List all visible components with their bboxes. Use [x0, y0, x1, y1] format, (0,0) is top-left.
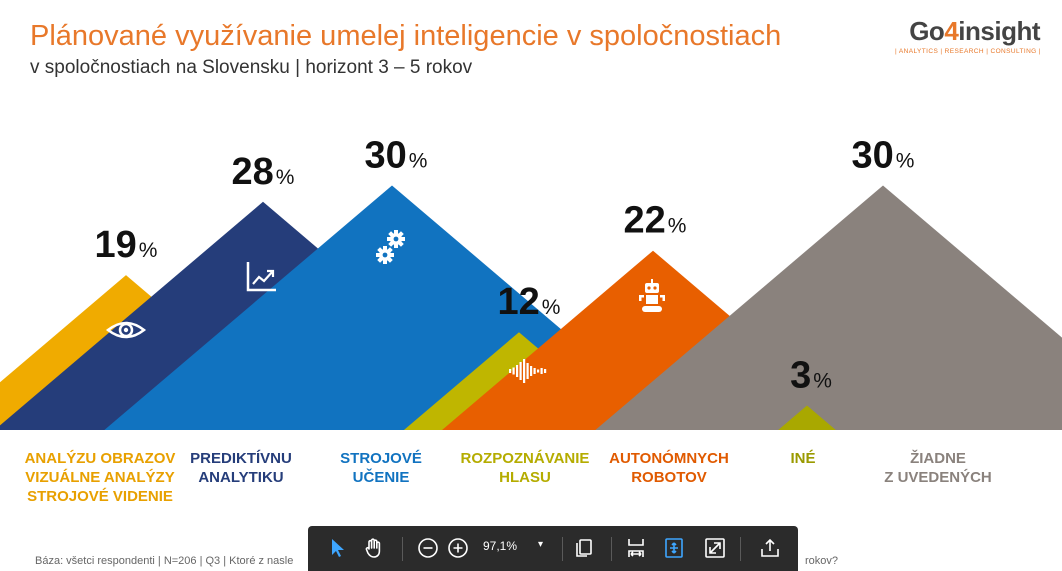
hand-tool-icon[interactable] [360, 534, 388, 562]
pdf-toolbar: 97,1% ▾ [308, 526, 798, 571]
eye-icon [105, 321, 147, 339]
value-label-6: 3% [790, 355, 832, 397]
category-label-1: ANALÝZU OBRAZOV VIZUÁLNE ANALÝZY STROJOVÉ … [25, 449, 176, 505]
category-label-6: INÉ [790, 450, 815, 467]
copy-pages-icon[interactable] [570, 534, 598, 562]
zoom-in-icon[interactable] [444, 534, 472, 562]
triangle-chart: 19% 28% 30% 12% 22% 3% 30% ANALÝZU OBRAZOV VIZUÁ… [0, 135, 1062, 505]
footnote-end: rokov? [805, 555, 839, 567]
gears-icon [376, 230, 405, 264]
value-label-4: 12% [498, 281, 561, 323]
triangle-bar-7 [595, 185, 1062, 430]
zoom-out-icon[interactable] [414, 534, 442, 562]
value-label-7: 30% [852, 135, 915, 177]
value-label-1: 19% [95, 224, 158, 266]
category-label-3: STROJOVÉ UČENIE [340, 450, 422, 486]
value-label-2: 28% [232, 151, 295, 193]
fit-width-icon[interactable] [622, 534, 650, 562]
category-label-2: PREDIKTÍVNU ANALYTIKU [190, 450, 292, 486]
fit-page-icon[interactable] [660, 534, 688, 562]
zoom-dropdown-caret[interactable]: ▾ [538, 539, 544, 550]
logo-tagline: | ANALYTICS | RESEARCH | CONSULTING | [895, 48, 1041, 55]
robot-icon [639, 279, 665, 312]
page-title: Plánované využívanie umelej inteligencie… [30, 20, 782, 52]
fullscreen-icon[interactable] [701, 534, 729, 562]
toolbar-separator [562, 537, 563, 561]
trend-chart-icon [246, 262, 276, 292]
triangle-bar-6 [778, 405, 836, 430]
category-label-5: AUTONÓMNYCH ROBOTOV [609, 449, 729, 486]
soundwave-icon [509, 359, 547, 383]
select-tool-icon[interactable] [324, 534, 352, 562]
logo: Go4insight | ANALYTICS | RESEARCH | CONS… [895, 16, 1041, 55]
value-label-3: 30% [365, 135, 428, 177]
value-label-5: 22% [624, 200, 687, 242]
footnote: Báza: všetci respondenti | N=206 | Q3 | … [35, 555, 294, 567]
page-subtitle: v spoločnostiach na Slovensku | horizont… [30, 57, 473, 78]
toolbar-separator [402, 537, 403, 561]
zoom-level[interactable]: 97,1% [483, 539, 518, 553]
share-icon[interactable] [756, 534, 784, 562]
toolbar-separator [611, 537, 612, 561]
toolbar-separator [740, 537, 741, 561]
logo-wordmark: Go4insight [909, 16, 1040, 46]
category-label-7: ŽIADNE Z UVEDENÝCH [884, 449, 992, 486]
category-label-4: ROZPOZNÁVANIE HLASU [461, 450, 590, 486]
